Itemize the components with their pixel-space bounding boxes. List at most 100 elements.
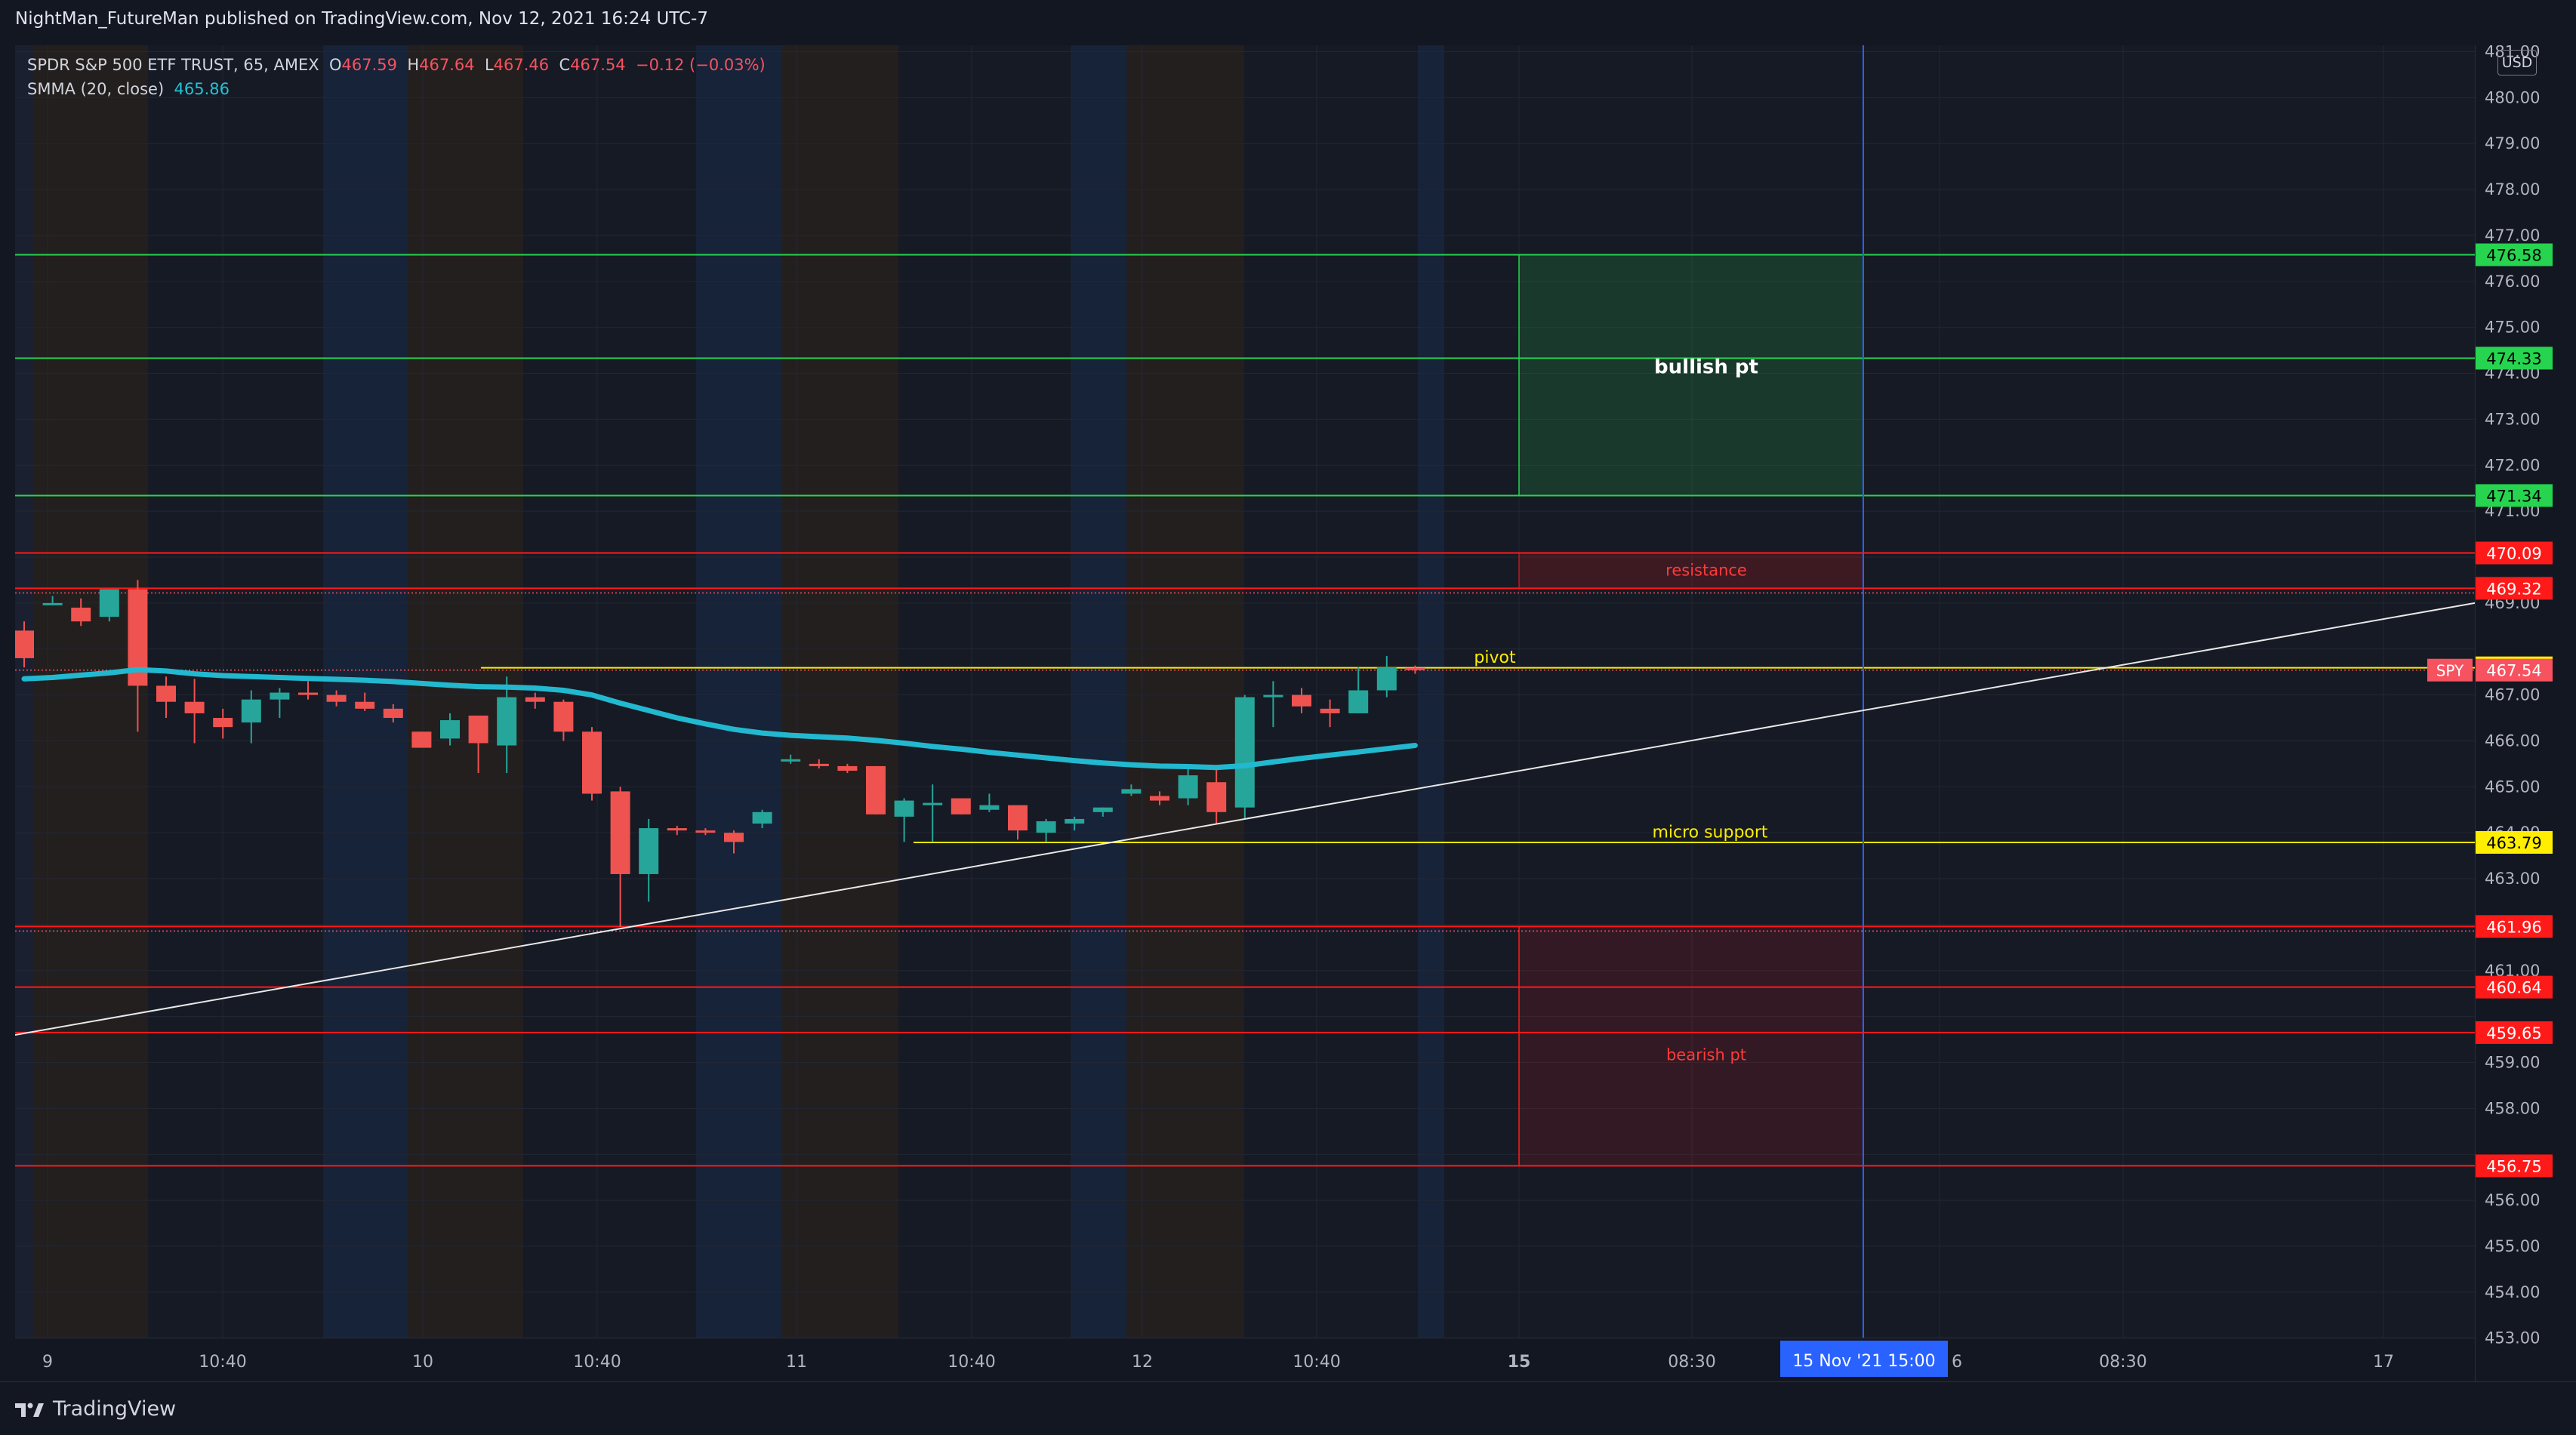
resistance-zone: [1518, 553, 1864, 589]
price-level-tag-label: 459.65: [2486, 1024, 2541, 1042]
candle-body: [1178, 775, 1198, 799]
candle-body: [184, 701, 205, 713]
candle-body: [894, 800, 914, 817]
annotation-label[interactable]: pivot: [1474, 648, 1516, 667]
indicator-legend-row: SMMA (20, close) 465.86: [27, 77, 766, 101]
price-tick-label: 473.00: [2485, 410, 2540, 428]
session-band: [15, 45, 34, 1338]
annotation-label[interactable]: micro support: [1652, 823, 1767, 842]
price-level-tag: [2476, 658, 2553, 682]
price-level-tag-label: 463.79: [2486, 834, 2541, 852]
high-value: 467.64: [419, 56, 475, 74]
price-level-tag-label: 470.09: [2486, 545, 2541, 563]
candle-body: [213, 718, 233, 728]
price-tick-label: 458.00: [2485, 1099, 2540, 1117]
annotation-label[interactable]: resistance: [1665, 561, 1747, 579]
price-tick-label: 481.00: [2485, 45, 2540, 61]
symbol-tag: [2427, 658, 2473, 682]
price-level-tag: [2476, 484, 2553, 507]
price-level-tag: [2476, 541, 2553, 565]
candle-body: [639, 828, 659, 874]
symbol-title[interactable]: SPDR S&P 500 ETF TRUST, 65, AMEX: [27, 56, 319, 74]
price-tick-label: 480.00: [2485, 88, 2540, 106]
price-tick-label: 478.00: [2485, 180, 2540, 199]
time-tick-label: 17: [2373, 1353, 2394, 1372]
symbol-legend-row: SPDR S&P 500 ETF TRUST, 65, AMEX O467.59…: [27, 53, 766, 77]
session-band: [1126, 45, 1244, 1338]
candle-body: [837, 765, 858, 771]
price-tick-label: 463.00: [2485, 870, 2540, 888]
price-tick-label: 454.00: [2485, 1283, 2540, 1301]
close-key: C: [559, 56, 571, 74]
time-tick-label: 10:40: [573, 1353, 621, 1372]
time-axis-labels: 9 10:40 10 10:40 11 10:40 12 10:40 15 08:30 6 08:30…: [42, 1341, 2394, 1377]
brand-name: TradingView: [53, 1397, 177, 1421]
chart-legend: SPDR S&P 500 ETF TRUST, 65, AMEX O467.59…: [27, 53, 766, 101]
time-tick-label: 08:30: [1668, 1353, 1715, 1372]
candle-body: [411, 731, 432, 748]
price-level-tag-label: 460.64: [2486, 979, 2541, 997]
price-level-tag-label: 476.58: [2486, 247, 2541, 265]
header-bar: NightMan_FutureMan published on TradingV…: [0, 0, 2576, 45]
crosshair-time-tag: [1780, 1341, 1948, 1377]
price-axis[interactable]: 453.00 454.00 455.00 456.00 458.00 459.00 461.…: [2475, 43, 2576, 1381]
candle-body: [1405, 667, 1425, 670]
price-chart[interactable]: bullish pt resistance pivot micro support be…: [15, 45, 2475, 1338]
price-tick-label: 455.00: [2485, 1237, 2540, 1255]
candle-body: [1234, 697, 1255, 808]
currency-button[interactable]: USD: [2497, 50, 2537, 75]
annotation-label[interactable]: bullish pt: [1654, 356, 1758, 379]
session-band: [1071, 45, 1126, 1338]
price-level-tag: [2476, 346, 2553, 370]
session-band: [1418, 45, 1444, 1338]
low-key: L: [484, 56, 494, 74]
footer-bar: TradingView: [0, 1381, 2576, 1435]
price-tick-label: 479.00: [2485, 134, 2540, 152]
candle-body: [1206, 782, 1227, 812]
time-axis[interactable]: 9 10:40 10 10:40 11 10:40 12 10:40 15 08:30 6 08:30…: [15, 1338, 2475, 1382]
session-band: [34, 45, 148, 1338]
time-tick-label: 15: [1508, 1353, 1531, 1372]
candle-body: [809, 763, 829, 766]
time-tick-label: 10:40: [1293, 1353, 1340, 1372]
candle-body: [553, 701, 574, 732]
price-level-tag-label: 474.33: [2486, 350, 2541, 368]
candle-body: [610, 791, 630, 874]
candle-body: [1150, 796, 1169, 801]
price-tick-label: 459.00: [2485, 1053, 2540, 1071]
high-key: H: [407, 56, 420, 74]
candle-body: [525, 697, 545, 702]
price-level-tag: [2476, 1154, 2553, 1178]
price-level-tag: [2476, 1021, 2553, 1044]
open-value: 467.59: [341, 56, 397, 74]
candle-body: [241, 699, 261, 723]
price-tick-label: 456.00: [2485, 1191, 2540, 1209]
candle-body: [15, 630, 34, 658]
candle-body: [781, 759, 801, 762]
smma-label[interactable]: SMMA (20, close): [27, 80, 165, 98]
candle-body: [951, 798, 971, 815]
chart-pane[interactable]: bullish pt resistance pivot micro support be…: [15, 45, 2475, 1338]
candle-body: [270, 692, 290, 700]
price-level-tag-label: 471.34: [2486, 487, 2541, 505]
candle-body: [1092, 807, 1113, 812]
time-tick-label: 10: [412, 1353, 433, 1372]
candle-body: [752, 811, 772, 824]
low-value: 467.46: [493, 56, 550, 74]
annotation-label[interactable]: bearish pt: [1666, 1045, 1746, 1064]
smma-value: 465.86: [174, 80, 230, 98]
price-level-tag-label: 456.75: [2486, 1157, 2541, 1175]
time-tick-label: 08:30: [2099, 1353, 2146, 1372]
candle-body: [1376, 667, 1397, 691]
candle-body: [156, 685, 176, 702]
bearish-target-zone: [1518, 925, 1864, 1167]
candle-body: [42, 602, 63, 605]
time-tick-label: 10:40: [948, 1353, 995, 1372]
tradingview-logo[interactable]: TradingView: [15, 1397, 176, 1421]
candle-body: [1008, 805, 1028, 831]
candle-body: [923, 802, 943, 805]
candle-body: [1263, 694, 1283, 697]
published-info: NightMan_FutureMan published on TradingV…: [15, 9, 708, 29]
symbol-tag-label: SPY: [2436, 662, 2464, 680]
time-tick-label: 6: [1952, 1353, 1962, 1372]
